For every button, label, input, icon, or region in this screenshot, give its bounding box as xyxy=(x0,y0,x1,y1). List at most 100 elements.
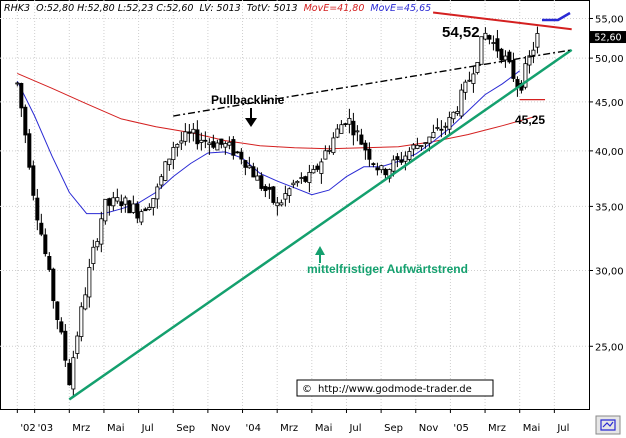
candle-body xyxy=(67,362,72,386)
chart-menu-button[interactable] xyxy=(595,415,621,435)
candle-body xyxy=(23,106,28,136)
y-tick-label: 45,00 xyxy=(595,98,624,109)
candle-body xyxy=(59,321,64,333)
candle-body xyxy=(403,155,408,162)
candle-body xyxy=(419,145,424,147)
candle-body xyxy=(355,130,360,133)
header-ma2: MovE=45,65 xyxy=(370,3,431,14)
candle-body xyxy=(31,165,36,196)
x-tick-label: '03 xyxy=(38,423,53,434)
last-price-marker: 52,60 xyxy=(590,31,626,44)
candle-body xyxy=(531,49,536,56)
low-label: 45,25 xyxy=(515,113,545,127)
x-tick-label: Mrz xyxy=(280,423,298,434)
candle-body xyxy=(39,222,44,235)
candle-body xyxy=(451,111,456,120)
candle-body xyxy=(351,120,356,136)
header-totv: TotV: 5013 xyxy=(247,3,298,14)
x-tick-label: '05 xyxy=(453,423,468,434)
uptrend-line xyxy=(68,48,573,401)
candle-body xyxy=(475,62,480,73)
candle-body xyxy=(523,63,528,88)
candle-body xyxy=(415,145,420,149)
candle-body xyxy=(163,161,168,181)
candle-body xyxy=(131,203,136,213)
x-tick-label: Mrz xyxy=(488,423,506,434)
candle-body xyxy=(491,42,496,44)
candle-body xyxy=(159,176,164,186)
x-tick-label: Mrz xyxy=(72,423,90,434)
x-tick-label: Nov xyxy=(419,423,439,434)
candle-body xyxy=(139,211,144,223)
candle-body xyxy=(527,55,532,66)
candle-body xyxy=(147,206,152,211)
candle-body xyxy=(35,197,40,221)
candle-body xyxy=(19,83,24,109)
candle-body xyxy=(207,142,212,146)
candle-body xyxy=(311,169,316,174)
candle-body xyxy=(511,60,516,79)
x-tick-label: '02 xyxy=(20,423,35,434)
x-tick-label: Mai xyxy=(315,423,333,434)
candle-body xyxy=(75,335,80,354)
candle-body xyxy=(127,200,132,214)
candle-body xyxy=(319,161,324,174)
candle-body xyxy=(83,294,88,310)
pullback-label: Pullbacklinie xyxy=(211,93,285,107)
copyright-symbol: © xyxy=(302,384,312,395)
candle-body xyxy=(171,147,176,161)
candle-body xyxy=(343,123,348,126)
x-tick-label: Mai xyxy=(523,423,541,434)
candle-body xyxy=(431,131,436,139)
candle-body xyxy=(111,197,116,207)
candle-body xyxy=(479,36,484,65)
candle-body xyxy=(391,159,396,172)
candle-body xyxy=(263,186,268,192)
candle-body xyxy=(283,193,288,200)
candle-body xyxy=(135,203,140,219)
candle-body xyxy=(175,144,180,148)
candle-body xyxy=(199,139,204,143)
candle-body xyxy=(463,81,468,93)
y-tick-label: 25,00 xyxy=(595,342,624,353)
candle-body xyxy=(275,202,280,207)
candle-body xyxy=(223,143,228,148)
plot-area xyxy=(0,0,590,410)
candle-body xyxy=(411,144,416,150)
candle-body xyxy=(47,256,52,270)
candle-body xyxy=(231,139,236,156)
y-tick-label: 55,00 xyxy=(595,14,624,25)
x-tick-label: Mai xyxy=(107,423,125,434)
x-tick-label: Jul xyxy=(348,423,361,434)
candle-body xyxy=(455,111,460,114)
candle-body xyxy=(383,168,388,176)
candle-body xyxy=(267,186,272,190)
candle-body xyxy=(167,158,172,165)
candle-body xyxy=(459,89,464,117)
moving-average-slow xyxy=(17,72,538,150)
candle-body xyxy=(367,148,372,160)
candle-body xyxy=(27,133,32,168)
candle-body xyxy=(487,35,492,40)
high-label: 54,52 xyxy=(442,24,480,41)
candle-body xyxy=(379,165,384,171)
x-tick-label: Jul xyxy=(141,423,154,434)
candle-body xyxy=(63,330,68,361)
candle-body xyxy=(467,79,472,82)
candle-body xyxy=(347,117,352,125)
candle-body xyxy=(375,167,380,171)
x-axis: '02'03 Mrz Mai Jul Sep Nov '04 Mrz Mai Jul Sep Nov '… xyxy=(16,409,569,434)
candle-body xyxy=(191,128,196,134)
candle-body xyxy=(435,127,440,129)
pullback-arrow-icon xyxy=(245,108,257,127)
y-axis: 55,00 50,00 45,00 40,00 35,00 30,00 25,00 xyxy=(589,14,624,353)
candle-body xyxy=(443,125,448,128)
candle-body xyxy=(107,198,112,206)
copyright-box: © http://www.godmode-trader.de xyxy=(296,379,494,397)
candle-body xyxy=(335,128,340,138)
candle-body xyxy=(423,142,428,145)
candle-body xyxy=(119,201,124,207)
candle-body xyxy=(227,141,232,146)
candle-body xyxy=(327,149,332,152)
